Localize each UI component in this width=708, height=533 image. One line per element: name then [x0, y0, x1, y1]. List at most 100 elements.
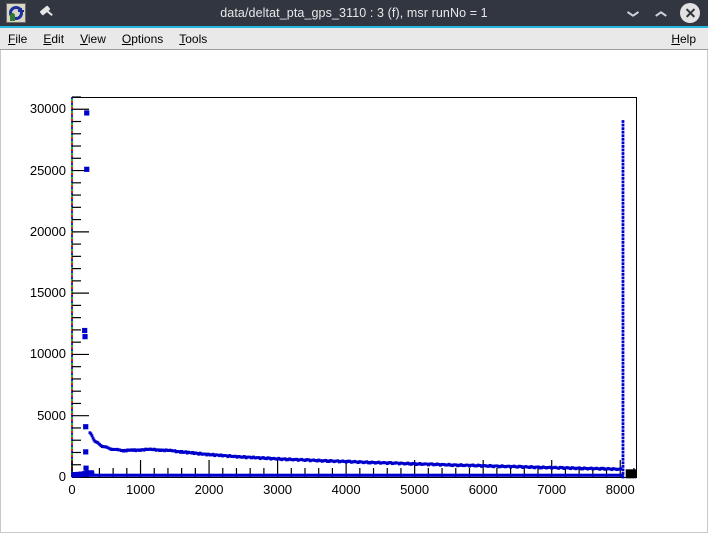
spike-point: [621, 415, 625, 418]
menu-item-tools-rest: ools: [185, 31, 208, 46]
spike-point: [621, 322, 625, 326]
spike-point: [621, 287, 625, 290]
spike-point: [621, 329, 625, 333]
plot-svg: [71, 96, 637, 479]
minimize-button[interactable]: [624, 4, 642, 22]
y-tick-label: 25000: [29, 162, 66, 178]
spike-point: [621, 265, 625, 269]
maximize-button[interactable]: [652, 4, 670, 22]
spike-point: [621, 383, 625, 386]
spike-point: [621, 365, 625, 369]
spike-point: [621, 248, 625, 251]
spike-point: [621, 212, 625, 216]
y-tick-label: 5000: [37, 407, 66, 423]
x-tick-label: 8000: [605, 482, 635, 497]
spike-point: [621, 137, 625, 141]
x-tick-label: 1000: [126, 482, 155, 497]
spike-point: [621, 230, 625, 234]
spike-point: [621, 276, 625, 280]
menu-item-help[interactable]: Help: [671, 31, 696, 46]
spike-point: [621, 262, 625, 266]
outlier-point: [83, 424, 89, 430]
spike-point: [621, 180, 625, 184]
spike-point: [621, 404, 625, 408]
spike-point: [621, 283, 625, 287]
root-cpp-icon: [6, 3, 26, 23]
menu-item-help-rest: elp: [679, 31, 696, 46]
close-button[interactable]: [680, 3, 700, 23]
spike-point: [621, 198, 625, 202]
outlier-point: [82, 334, 88, 340]
spike-point: [621, 457, 625, 461]
spike-point: [621, 333, 625, 337]
menu-item-options-rest: ptions: [131, 31, 164, 46]
spike-point: [621, 166, 625, 170]
outlier-point: [82, 327, 88, 334]
spike-point: [621, 361, 625, 365]
spike-point: [621, 468, 625, 472]
menu-bar: File Edit View Options Tools Help: [0, 28, 708, 50]
spike-point: [621, 447, 625, 450]
spike-point: [621, 290, 625, 294]
spike-point: [621, 258, 625, 262]
menu-item-edit[interactable]: Edit: [43, 31, 65, 46]
spike-point: [621, 201, 625, 205]
plot-canvas[interactable]: data/deltat_pta_gps_3110 : 3 (f), msr ru…: [0, 50, 708, 533]
spike-point: [621, 390, 625, 394]
spike-point: [621, 141, 625, 145]
spike-point: [621, 368, 625, 372]
spike-point: [621, 386, 625, 390]
spike-point: [621, 319, 625, 322]
spike-point: [621, 280, 625, 283]
menu-item-file[interactable]: File: [8, 31, 28, 46]
spike-point: [621, 400, 625, 404]
spike-point: [621, 162, 625, 166]
spike-point: [621, 422, 625, 426]
menu-item-view[interactable]: View: [80, 31, 106, 46]
y-tick-label: 15000: [29, 285, 66, 301]
spike-point: [621, 472, 625, 475]
spike-point: [621, 208, 625, 212]
spike-point: [621, 219, 625, 223]
spike-point: [621, 429, 625, 433]
data-series-deltat: [71, 431, 624, 478]
spike-point: [621, 255, 625, 258]
spike-point: [621, 340, 625, 344]
spike-point: [621, 475, 625, 479]
spike-point: [621, 326, 625, 330]
end-marker-block: [625, 469, 636, 479]
menu-item-options[interactable]: Options: [121, 31, 164, 46]
outlier-point: [84, 166, 90, 172]
x-tick-label: 0: [68, 482, 76, 497]
spike-point: [621, 130, 625, 134]
spike-point: [621, 297, 625, 301]
spike-point: [621, 304, 625, 308]
spike-point: [621, 443, 625, 447]
spike-point: [621, 397, 625, 401]
title-bar: data/deltat_pta_gps_3110 : 3 (f), msr ru…: [0, 0, 708, 28]
spike-point: [621, 376, 625, 379]
spike-point: [621, 237, 625, 241]
window-controls: [624, 3, 700, 23]
menu-item-tools[interactable]: Tools: [179, 31, 208, 46]
spike-point: [621, 226, 625, 230]
pin-icon[interactable]: [38, 5, 54, 21]
spike-point: [621, 301, 625, 305]
spike-point: [621, 233, 625, 237]
spike-point: [621, 148, 625, 152]
spike-point: [621, 315, 625, 319]
spike-point: [621, 244, 625, 248]
spike-point: [621, 272, 625, 276]
menu-item-edit-rest: dit: [51, 31, 65, 46]
spike-point: [621, 294, 625, 298]
spike-point: [621, 379, 625, 383]
y-tick-label: 30000: [29, 101, 66, 117]
y-tick-label: 20000: [29, 223, 66, 239]
spike-point: [621, 127, 625, 131]
spike-point: [621, 312, 625, 315]
spike-point: [621, 176, 625, 180]
x-tick-label: 3000: [263, 482, 293, 497]
outlier-point: [83, 449, 89, 455]
window-title: data/deltat_pta_gps_3110 : 3 (f), msr ru…: [220, 6, 488, 20]
